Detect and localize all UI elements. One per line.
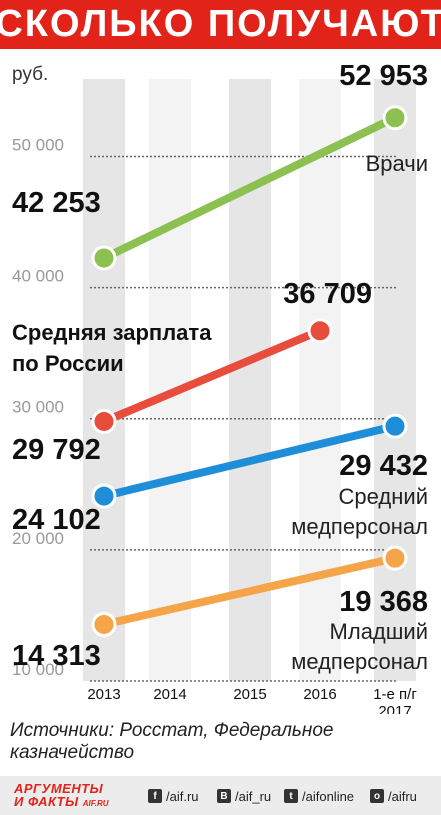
value-label: 29 432	[339, 450, 428, 482]
y-tick-label: 20 000	[12, 529, 64, 548]
twitter-icon: t	[284, 789, 298, 803]
aif-logo[interactable]: АРГУМЕНТЫ И ФАКТЫ AIF.RU	[14, 782, 134, 810]
unit-label: руб.	[12, 64, 48, 85]
x-tick-label: 2016	[303, 686, 336, 703]
logo-line2: И ФАКТЫ	[14, 794, 79, 809]
series-line	[100, 326, 324, 426]
grid	[90, 155, 398, 682]
social-twitter[interactable]: t/aifonline	[284, 788, 354, 804]
source-note: Источники: Росстат, Федеральное казначей…	[10, 720, 334, 763]
y-tick-label: 10 000	[12, 660, 64, 679]
social-ok[interactable]: о/aifru	[370, 788, 417, 804]
x-tick-label: 2013	[87, 686, 120, 703]
data-point	[307, 318, 333, 344]
series-line	[100, 554, 399, 629]
facebook-icon: f	[148, 789, 162, 803]
data-point	[382, 545, 408, 571]
facebook-handle: /aif.ru	[166, 788, 199, 804]
page-title: СКОЛЬКО ПОЛУЧАЮТ	[0, 3, 441, 45]
value-label: 52 953	[339, 60, 428, 92]
x-tick-label: 2015	[233, 686, 266, 703]
ok-handle: /aifru	[388, 788, 417, 804]
y-tick-label: 30 000	[12, 398, 64, 417]
x-tick-label: 2014	[153, 686, 186, 703]
year-band	[149, 79, 191, 681]
series-lines	[91, 105, 408, 637]
title-bar: СКОЛЬКО ПОЛУЧАЮТ	[0, 0, 441, 49]
data-point	[91, 483, 117, 509]
year-bands	[83, 79, 416, 681]
vk-icon: В	[217, 789, 231, 803]
value-label: 29 792	[12, 434, 101, 466]
y-tick-label: 40 000	[12, 267, 64, 286]
series-label-mid-staff: медперсонал	[291, 514, 428, 539]
series-label-mid-staff: Средний	[339, 484, 428, 509]
data-point	[91, 245, 117, 271]
value-label: 24 102	[12, 504, 101, 536]
social-vk[interactable]: В/aif_ru	[217, 788, 271, 804]
value-label: 36 709	[283, 278, 372, 310]
ok-icon: о	[370, 789, 384, 803]
data-point	[91, 408, 117, 434]
data-point	[382, 105, 408, 131]
value-label: 14 313	[12, 640, 101, 672]
year-band	[299, 79, 341, 681]
year-band	[374, 79, 416, 681]
series-label-junior-staff: Младший	[330, 619, 428, 644]
series-label-average: по России	[12, 351, 124, 376]
logo-line1: АРГУМЕНТЫ	[14, 781, 104, 796]
series-line	[100, 422, 399, 501]
data-point	[91, 611, 117, 637]
series-label-junior-staff: медперсонал	[291, 649, 428, 674]
y-tick-label: 50 000	[12, 135, 64, 154]
series-line	[100, 113, 399, 263]
footer: АРГУМЕНТЫ И ФАКТЫ AIF.RU f/aif.ru В/aif_…	[0, 776, 441, 815]
series-label-doctors: Врачи	[366, 151, 428, 176]
twitter-handle: /aifonline	[302, 788, 355, 804]
logo-domain: AIF.RU	[82, 799, 109, 808]
value-label: 19 368	[339, 586, 428, 618]
vk-handle: /aif_ru	[235, 788, 272, 804]
data-point	[382, 413, 408, 439]
social-facebook[interactable]: f/aif.ru	[148, 788, 199, 804]
x-tick-label: 2017	[378, 703, 411, 714]
x-tick-label: 1-е п/г	[373, 686, 417, 703]
value-label: 42 253	[12, 187, 101, 219]
year-band	[83, 79, 125, 681]
series-label-average: Средняя зарплата	[12, 320, 212, 345]
